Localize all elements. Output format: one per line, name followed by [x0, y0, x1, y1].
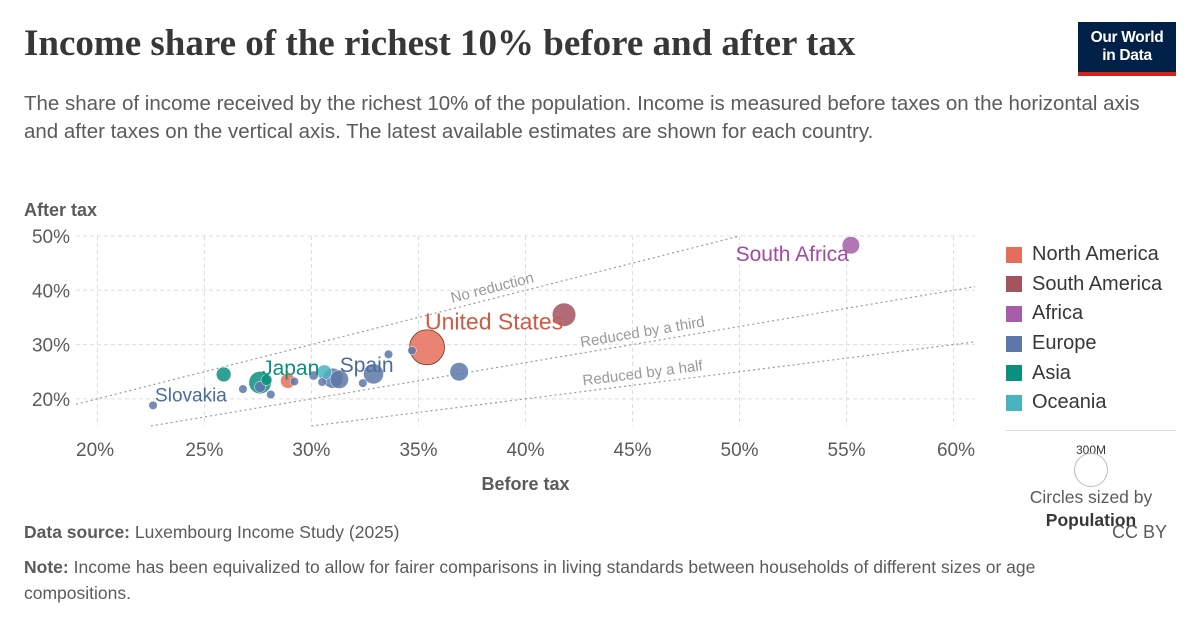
data-point [148, 400, 158, 410]
y-tick-label: 20% [32, 390, 70, 411]
point-label: South Africa [736, 243, 850, 266]
size-legend-circle [1074, 453, 1108, 487]
data-point [260, 374, 273, 386]
license-label[interactable]: CC BY [1112, 522, 1168, 542]
data-point [407, 346, 417, 356]
x-tick-label: 30% [292, 440, 330, 461]
note-label: Note: [24, 557, 69, 577]
size-legend: 300M Circles sized by Population [1006, 430, 1176, 530]
reference-line [75, 235, 740, 405]
note-text: Income has been equivalized to allow for… [24, 557, 1036, 603]
data-point [289, 376, 299, 387]
legend-swatch [1006, 365, 1022, 382]
reference-line [311, 341, 976, 427]
x-tick-label: 40% [506, 440, 544, 461]
legend-swatch [1006, 335, 1022, 352]
y-tick-label: 30% [32, 336, 70, 357]
chart-note: Note: Income has been equivalized to all… [24, 554, 1144, 606]
x-axis-title: Before tax [481, 474, 569, 494]
legend-item[interactable]: North America [1006, 240, 1162, 270]
data-point [308, 370, 319, 381]
data-point [363, 363, 384, 385]
size-legend-caption-line1: Circles sized by [1029, 487, 1153, 507]
data-point [383, 349, 394, 359]
data-point [449, 362, 469, 382]
legend-swatch [1006, 305, 1022, 322]
data-point [358, 378, 368, 388]
reference-line-label: Reduced by a third [579, 313, 706, 351]
y-tick-label: 50% [32, 227, 70, 248]
data-point [238, 384, 248, 394]
x-tick-label: 20% [76, 440, 114, 461]
legend-label: North America [1032, 243, 1159, 266]
legend-label: Asia [1032, 361, 1071, 384]
point-label: Slovakia [155, 385, 227, 406]
legend-swatch [1006, 246, 1022, 263]
x-tick-label: 25% [185, 440, 223, 461]
legend-item[interactable]: Europe [1006, 329, 1162, 359]
legend-item[interactable]: Africa [1006, 299, 1162, 329]
x-tick-label: 55% [828, 440, 866, 461]
data-point [216, 366, 232, 383]
owid-logo[interactable]: Our World in Data [1078, 22, 1176, 76]
scatter-chart: After tax 20% 30% 40% 50% 20% 25% 30% 35% 40% 45% 5… [24, 200, 976, 494]
data-source-text[interactable]: Luxembourg Income Study (2025) [134, 522, 400, 542]
chart-subtitle: The share of income received by the rich… [24, 92, 1140, 143]
size-legend-caption-line2: Population [1045, 510, 1137, 530]
reference-line-label: Reduced by a half [582, 357, 705, 389]
chart-title: Income share of the richest 10% before a… [24, 23, 856, 64]
point-label: Japan [262, 357, 319, 380]
y-axis-title: After tax [24, 200, 97, 220]
data-point [841, 236, 860, 255]
data-point [317, 377, 327, 387]
x-tick-label: 60% [937, 440, 975, 461]
legend-item[interactable]: Oceania [1006, 388, 1162, 418]
logo-line-1: Our World [1090, 29, 1164, 46]
y-tick-label: 40% [32, 281, 70, 302]
logo-line-2: in Data [1102, 47, 1152, 64]
reference-line-label: No reduction [449, 269, 536, 306]
point-label: United States [425, 308, 563, 334]
reference-line [150, 286, 976, 427]
size-legend-caption: Circles sized by Population [1006, 486, 1176, 532]
legend-label: Oceania [1032, 391, 1107, 414]
legend-swatch [1006, 276, 1022, 293]
legend-swatch [1006, 394, 1022, 411]
legend-label: South America [1032, 272, 1163, 295]
x-tick-label: 45% [614, 440, 652, 461]
legend-label: Africa [1032, 302, 1084, 325]
x-tick-label: 35% [399, 440, 437, 461]
legend-item[interactable]: South America [1006, 270, 1162, 300]
color-legend: North America South America Africa Europe As… [1006, 240, 1162, 418]
data-point [266, 389, 276, 400]
data-point [552, 302, 577, 327]
point-label: Spain [340, 354, 394, 377]
legend-label: Europe [1032, 332, 1097, 355]
data-source-label: Data source: [24, 522, 131, 542]
data-source: Data source: Luxembourg Income Study (20… [24, 522, 399, 543]
data-point [329, 369, 349, 389]
x-tick-label: 50% [721, 440, 759, 461]
legend-item[interactable]: Asia [1006, 358, 1162, 388]
